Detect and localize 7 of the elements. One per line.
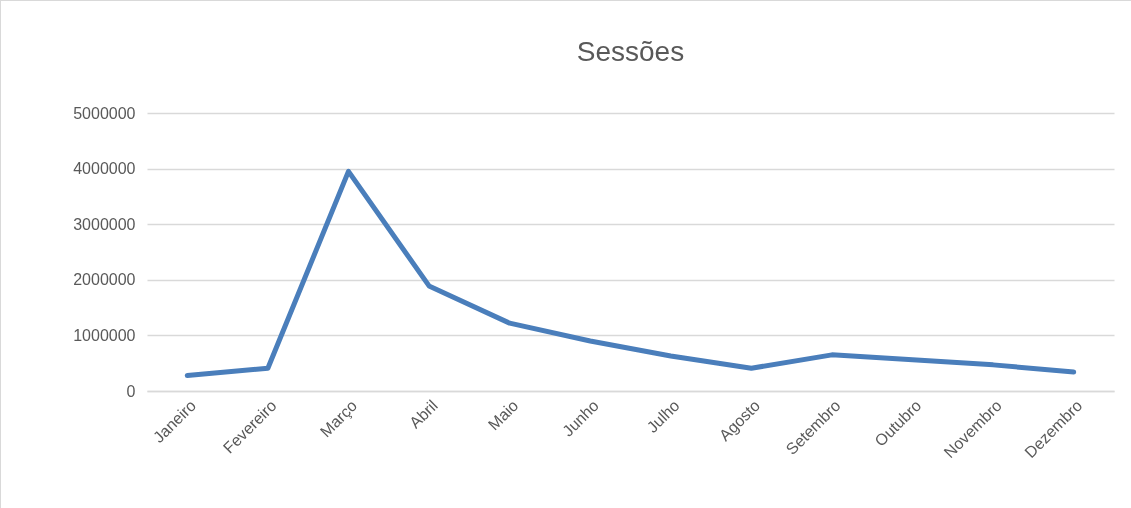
y-tick-label: 3000000 <box>73 215 136 233</box>
y-tick-label: 4000000 <box>73 160 136 178</box>
y-tick-label: 2000000 <box>73 271 136 289</box>
y-tick-label: 5000000 <box>73 104 136 122</box>
y-tick-label: 1000000 <box>73 326 136 344</box>
chart-title: Sessões <box>576 36 685 67</box>
y-tick-label: 0 <box>126 382 136 400</box>
